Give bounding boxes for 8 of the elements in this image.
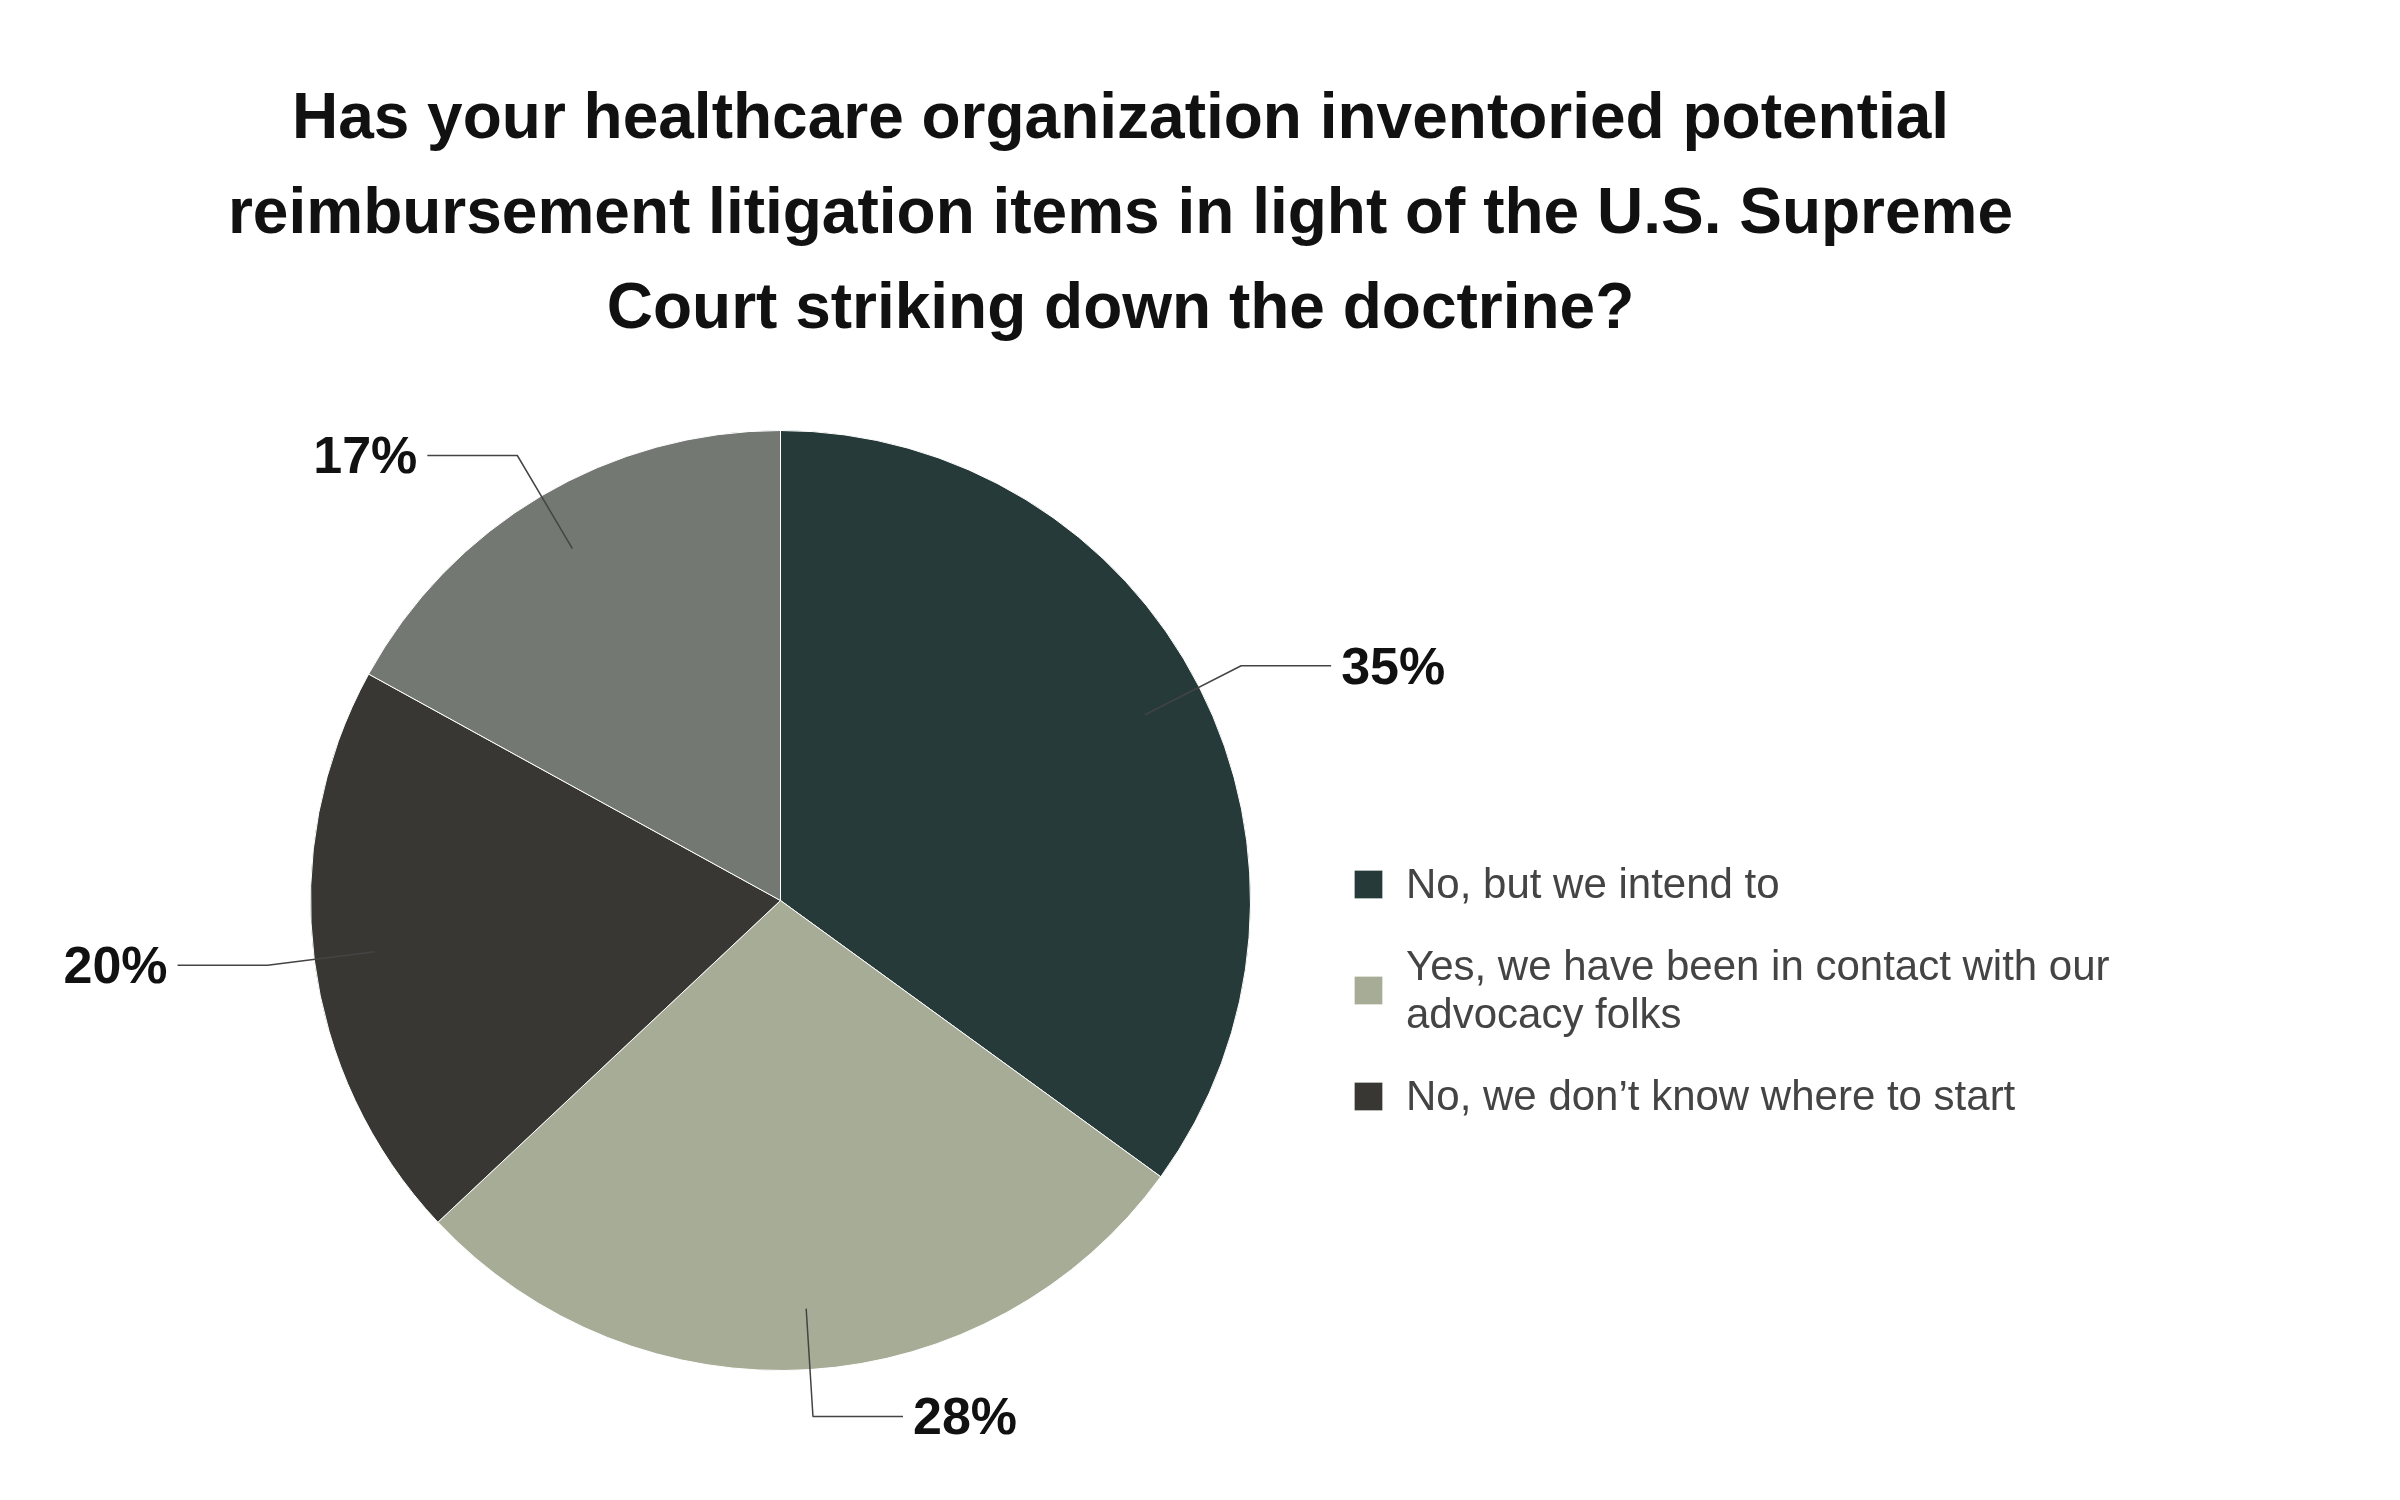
- chart-title: Has your healthcare organization inventoried potential reimbursement litigation items in light of the U.S. Supreme Court striking down the doctrine?: [227, 79, 2014, 342]
- legend-label: Yes, we have been in contact with our advocacy folks: [1406, 942, 2110, 1038]
- legend-label: No, we don’t know where to start: [1406, 1072, 2016, 1120]
- data-label: 17%: [313, 426, 418, 485]
- legend-label: No, but we intend to: [1406, 860, 1780, 908]
- data-label: 35%: [1341, 636, 1446, 695]
- data-label: 28%: [912, 1387, 1018, 1446]
- data-label: 20%: [63, 936, 168, 995]
